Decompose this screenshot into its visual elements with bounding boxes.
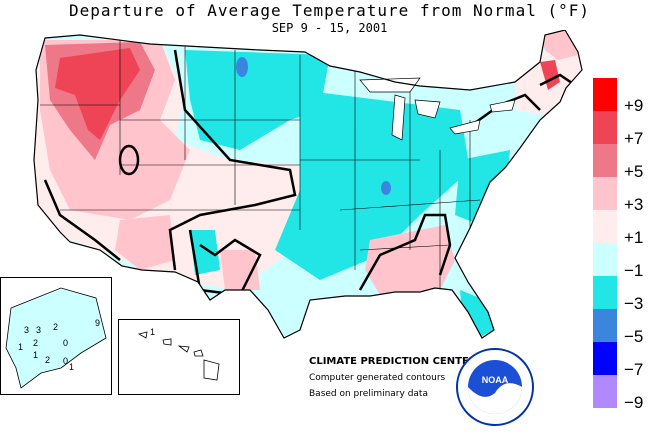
legend-row: −7 (593, 342, 655, 379)
legend-swatch (593, 309, 617, 342)
us-temperature-map (33, 30, 583, 339)
ak-label-1: 3 (24, 325, 29, 335)
ak-label-2: 2 (53, 322, 58, 332)
legend-swatch (593, 243, 617, 276)
legend-swatch (593, 342, 617, 375)
ak-label-7: 0 (63, 338, 68, 348)
legend-row: +5 (593, 144, 655, 181)
ak-label-6: 1 (18, 342, 23, 352)
noaa-logo: NOAA (456, 348, 534, 426)
legend-swatch (593, 210, 617, 243)
alaska-inset: 3 2 9 3 2 1 0 1 2 0 1 (0, 277, 112, 395)
date-range: SEP 9 - 15, 2001 (271, 21, 388, 35)
ak-label-3: 9 (95, 318, 100, 328)
legend-label: +7 (624, 129, 644, 148)
legend-swatch (593, 78, 617, 111)
legend-row: −3 (593, 276, 655, 313)
legend-row: +1 (593, 210, 655, 247)
legend-label: −5 (624, 327, 644, 346)
credit-center: CLIMATE PREDICTION CENTER, NOAA (309, 356, 517, 367)
ak-label-5: 2 (33, 338, 38, 348)
legend-row: −9 (593, 375, 655, 412)
legend-swatch (593, 111, 617, 144)
legend-row: −1 (593, 243, 655, 280)
legend-swatch (593, 276, 617, 309)
ak-label-11: 1 (69, 362, 74, 372)
legend-label: +3 (624, 195, 644, 214)
legend-row: −5 (593, 309, 655, 346)
legend-swatch (593, 177, 617, 210)
noaa-logo-text: NOAA (482, 375, 509, 385)
ak-label-4: 3 (36, 325, 41, 335)
legend-row: +7 (593, 111, 655, 148)
legend-label: −9 (624, 393, 644, 412)
legend-label: −1 (624, 261, 644, 280)
credit-data: Based on preliminary data (309, 389, 428, 399)
great-lakes (359, 77, 516, 141)
legend-swatch (593, 375, 617, 408)
legend-label: +5 (624, 162, 644, 181)
legend-label: −3 (624, 294, 644, 313)
legend-label: +1 (624, 228, 644, 247)
legend-row: +9 (593, 78, 655, 115)
ak-label-10: 0 (63, 356, 68, 366)
credit-contours: Computer generated contours (309, 373, 446, 383)
legend: +9 +7 +5 +3 +1 −1 −3 −5 −7 −9 (593, 78, 655, 412)
legend-label: −7 (624, 360, 644, 379)
ak-label-9: 2 (45, 355, 50, 365)
legend-label: +9 (624, 96, 644, 115)
legend-swatch (593, 144, 617, 177)
hi-label-1: 1 (150, 327, 155, 337)
map-title: Departure of Average Temperature from No… (68, 1, 590, 20)
legend-row: +3 (593, 177, 655, 214)
hawaii-inset: 1 (118, 319, 240, 395)
us-outline (33, 30, 583, 339)
ak-label-8: 1 (33, 350, 38, 360)
